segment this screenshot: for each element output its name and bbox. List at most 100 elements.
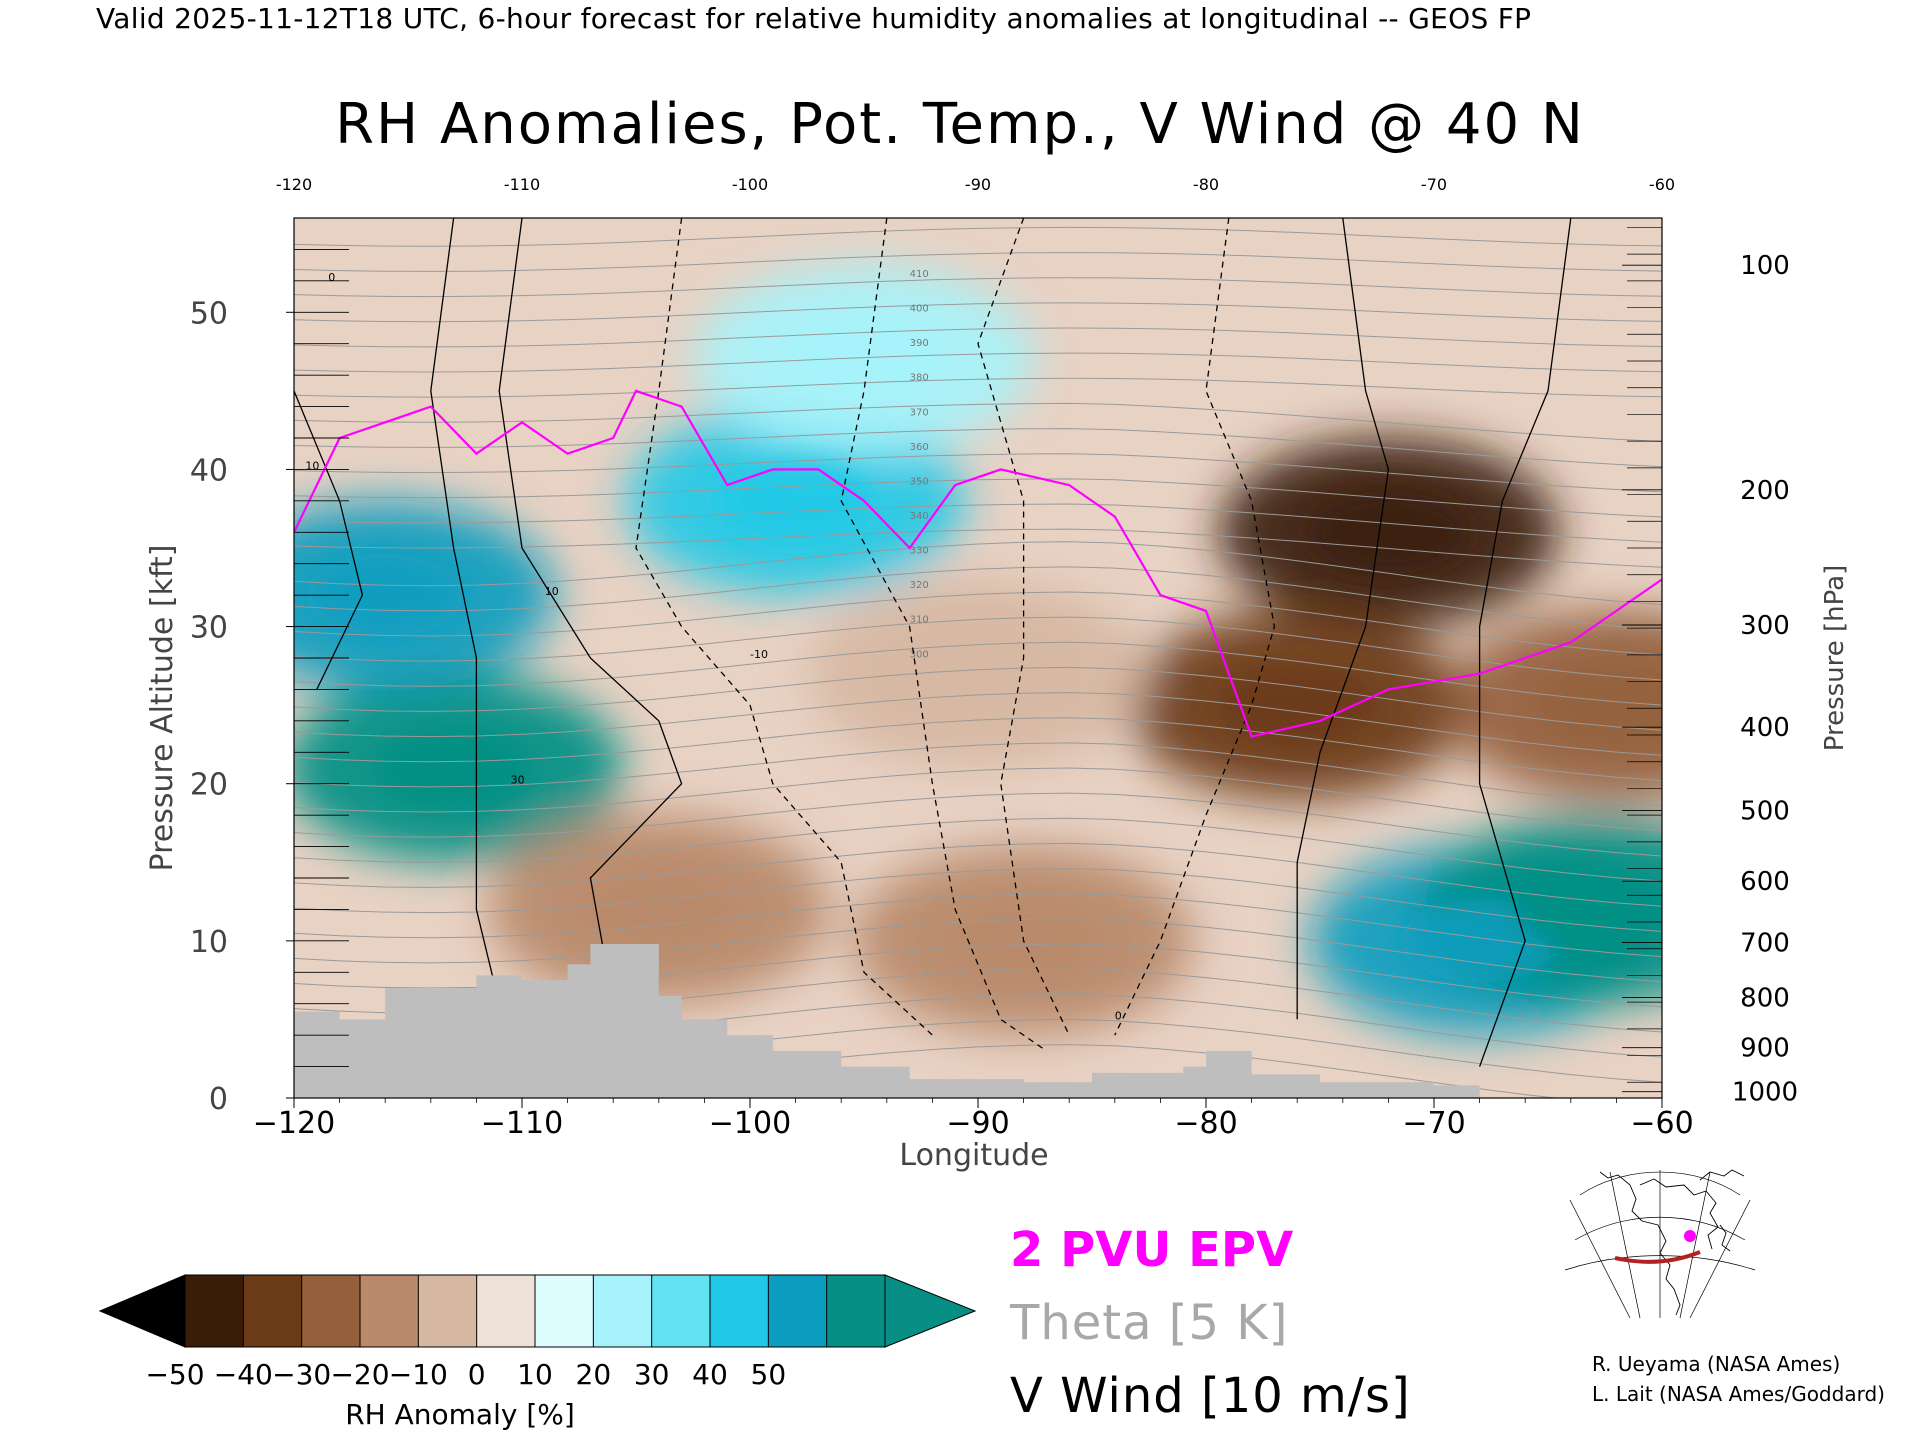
- theta-contour-20: [294, 541, 1662, 606]
- x-tick-label-5: −70: [1402, 1106, 1465, 1141]
- x-tick-label-1: −110: [481, 1106, 563, 1141]
- p-tick-label-1: 200: [1740, 476, 1790, 506]
- theta-label-8: 330: [910, 546, 929, 557]
- colorbar-over-arrow: [884, 1274, 977, 1348]
- theta-contour-27: [294, 377, 1662, 398]
- colorbar-segment-9: [709, 1274, 770, 1348]
- theta-label-3: 380: [910, 373, 929, 384]
- theta-contour-15: [294, 666, 1662, 731]
- theta-label-9: 320: [910, 580, 929, 591]
- colorbar-segment-3: [359, 1274, 420, 1348]
- colorbar-segment-6: [534, 1274, 595, 1348]
- theta-contour-33: [294, 226, 1662, 247]
- theta-label-5: 360: [910, 442, 929, 453]
- colorbar-segment-4: [417, 1274, 478, 1348]
- vwind-contour-4: [977, 218, 1070, 1036]
- p-tick-label-7: 800: [1740, 983, 1790, 1013]
- rh-core-7: [578, 867, 739, 952]
- theta-contour-14: [294, 692, 1662, 756]
- theta-label-7: 340: [910, 511, 929, 522]
- locator-track: [1614, 1250, 1701, 1264]
- rh-core-11: [1536, 663, 1662, 748]
- p-tick-label-4: 500: [1740, 796, 1790, 826]
- epv-2pvu-line: [294, 389, 1662, 738]
- p-tick-label-9: 1000: [1732, 1078, 1798, 1108]
- theta-contour-19: [294, 566, 1662, 631]
- p-tick-label-3: 400: [1740, 713, 1790, 743]
- rh-core-4: [1308, 490, 1469, 575]
- vwind-label-2: -10: [750, 648, 768, 661]
- colorbar-tick-5: 0: [467, 1358, 486, 1391]
- colorbar-under-arrow: [98, 1274, 186, 1348]
- p-tick-label-8: 900: [1740, 1034, 1790, 1064]
- colorbar-segment-8: [651, 1274, 712, 1348]
- theta-contour-9: [294, 817, 1662, 882]
- terrain: [294, 944, 1662, 1098]
- theta-contour-31: [294, 277, 1662, 298]
- vwind-contour-5: [1114, 218, 1276, 1036]
- legend-epv: 2 PVU EPV: [1010, 1222, 1294, 1278]
- theta-contour-30: [294, 302, 1662, 323]
- theta-contour-25: [294, 428, 1662, 468]
- chart-title: RH Anomalies, Pot. Temp., V Wind @ 40 N: [335, 92, 1585, 157]
- colorbar-segment-0: [184, 1274, 245, 1348]
- theta-contour-24: [294, 453, 1662, 493]
- rh-core-10: [1513, 867, 1662, 952]
- theta-contour-29: [294, 327, 1662, 348]
- colorbar-tick-6: 10: [517, 1358, 553, 1391]
- theta-contour-22: [294, 503, 1662, 543]
- vwind-label-0: 0: [328, 271, 335, 284]
- y-axis-label: Pressure Altitude [kft]: [145, 545, 180, 872]
- y-axis-right-label: Pressure [hPa]: [1820, 565, 1850, 752]
- theta-contour-13: [294, 717, 1662, 782]
- theta-contour-6: [294, 893, 1662, 958]
- x-top-tick-label-6: -60: [1649, 175, 1675, 194]
- theta-contour-17: [294, 616, 1662, 681]
- theta-label-2: 390: [910, 338, 929, 349]
- vwind-label-3: 30: [511, 774, 525, 787]
- vwind-label-4: 0: [1115, 1009, 1122, 1022]
- rh-core-5: [1217, 663, 1378, 748]
- theta-contour-11: [294, 767, 1662, 832]
- p-tick-label-6: 700: [1740, 928, 1790, 958]
- y-tick-label-3: 30: [190, 611, 228, 646]
- locator-map: [1560, 1165, 1760, 1320]
- vwind-contour-7: [1478, 218, 1572, 1067]
- colorbar-segment-10: [767, 1274, 828, 1348]
- vwind-label-1: 10: [545, 585, 559, 598]
- theta-contour-12: [294, 742, 1662, 807]
- rh-core-2: [715, 458, 876, 543]
- y-tick-label-1: 10: [190, 925, 228, 960]
- theta-contour-16: [294, 641, 1662, 706]
- p-tick-label-5: 600: [1740, 867, 1790, 897]
- credit-lait: L. Lait (NASA Ames/Goddard): [1592, 1382, 1885, 1406]
- forecast-header: Valid 2025-11-12T18 UTC, 6-hour forecast…: [96, 2, 1532, 35]
- rh-core-0: [373, 726, 534, 810]
- y-tick-label-4: 40: [190, 453, 228, 488]
- x-tick-label-3: −90: [946, 1106, 1009, 1141]
- colorbar-label: RH Anomaly [%]: [345, 1398, 575, 1431]
- colorbar-tick-10: 50: [750, 1358, 787, 1391]
- theta-contour-23: [294, 478, 1662, 518]
- colorbar-tick-7: 20: [575, 1358, 612, 1391]
- y-tick-label-0: 0: [209, 1082, 228, 1117]
- x-tick-label-4: −80: [1174, 1106, 1237, 1141]
- axes: −120-120−110-110−100-100−90-90−80-80−70-…: [190, 175, 1798, 1141]
- x-top-tick-label-3: -90: [965, 175, 991, 194]
- colorbar: [98, 1274, 977, 1348]
- theta-contour-18: [294, 591, 1662, 656]
- theta-contour-7: [294, 868, 1662, 932]
- theta-contour-8: [294, 842, 1662, 907]
- colorbar-tick-2: −30: [272, 1358, 332, 1391]
- colorbar-tick-1: −40: [213, 1358, 273, 1391]
- vwind-contour-0: [498, 218, 683, 1004]
- theta-contour-32: [294, 252, 1662, 272]
- locator-coastlines: [1599, 1169, 1745, 1316]
- colorbar-segment-1: [242, 1274, 303, 1348]
- x-tick-label-2: −100: [709, 1106, 791, 1141]
- colorbar-segment-11: [826, 1274, 887, 1348]
- rh-core-6: [898, 631, 1058, 716]
